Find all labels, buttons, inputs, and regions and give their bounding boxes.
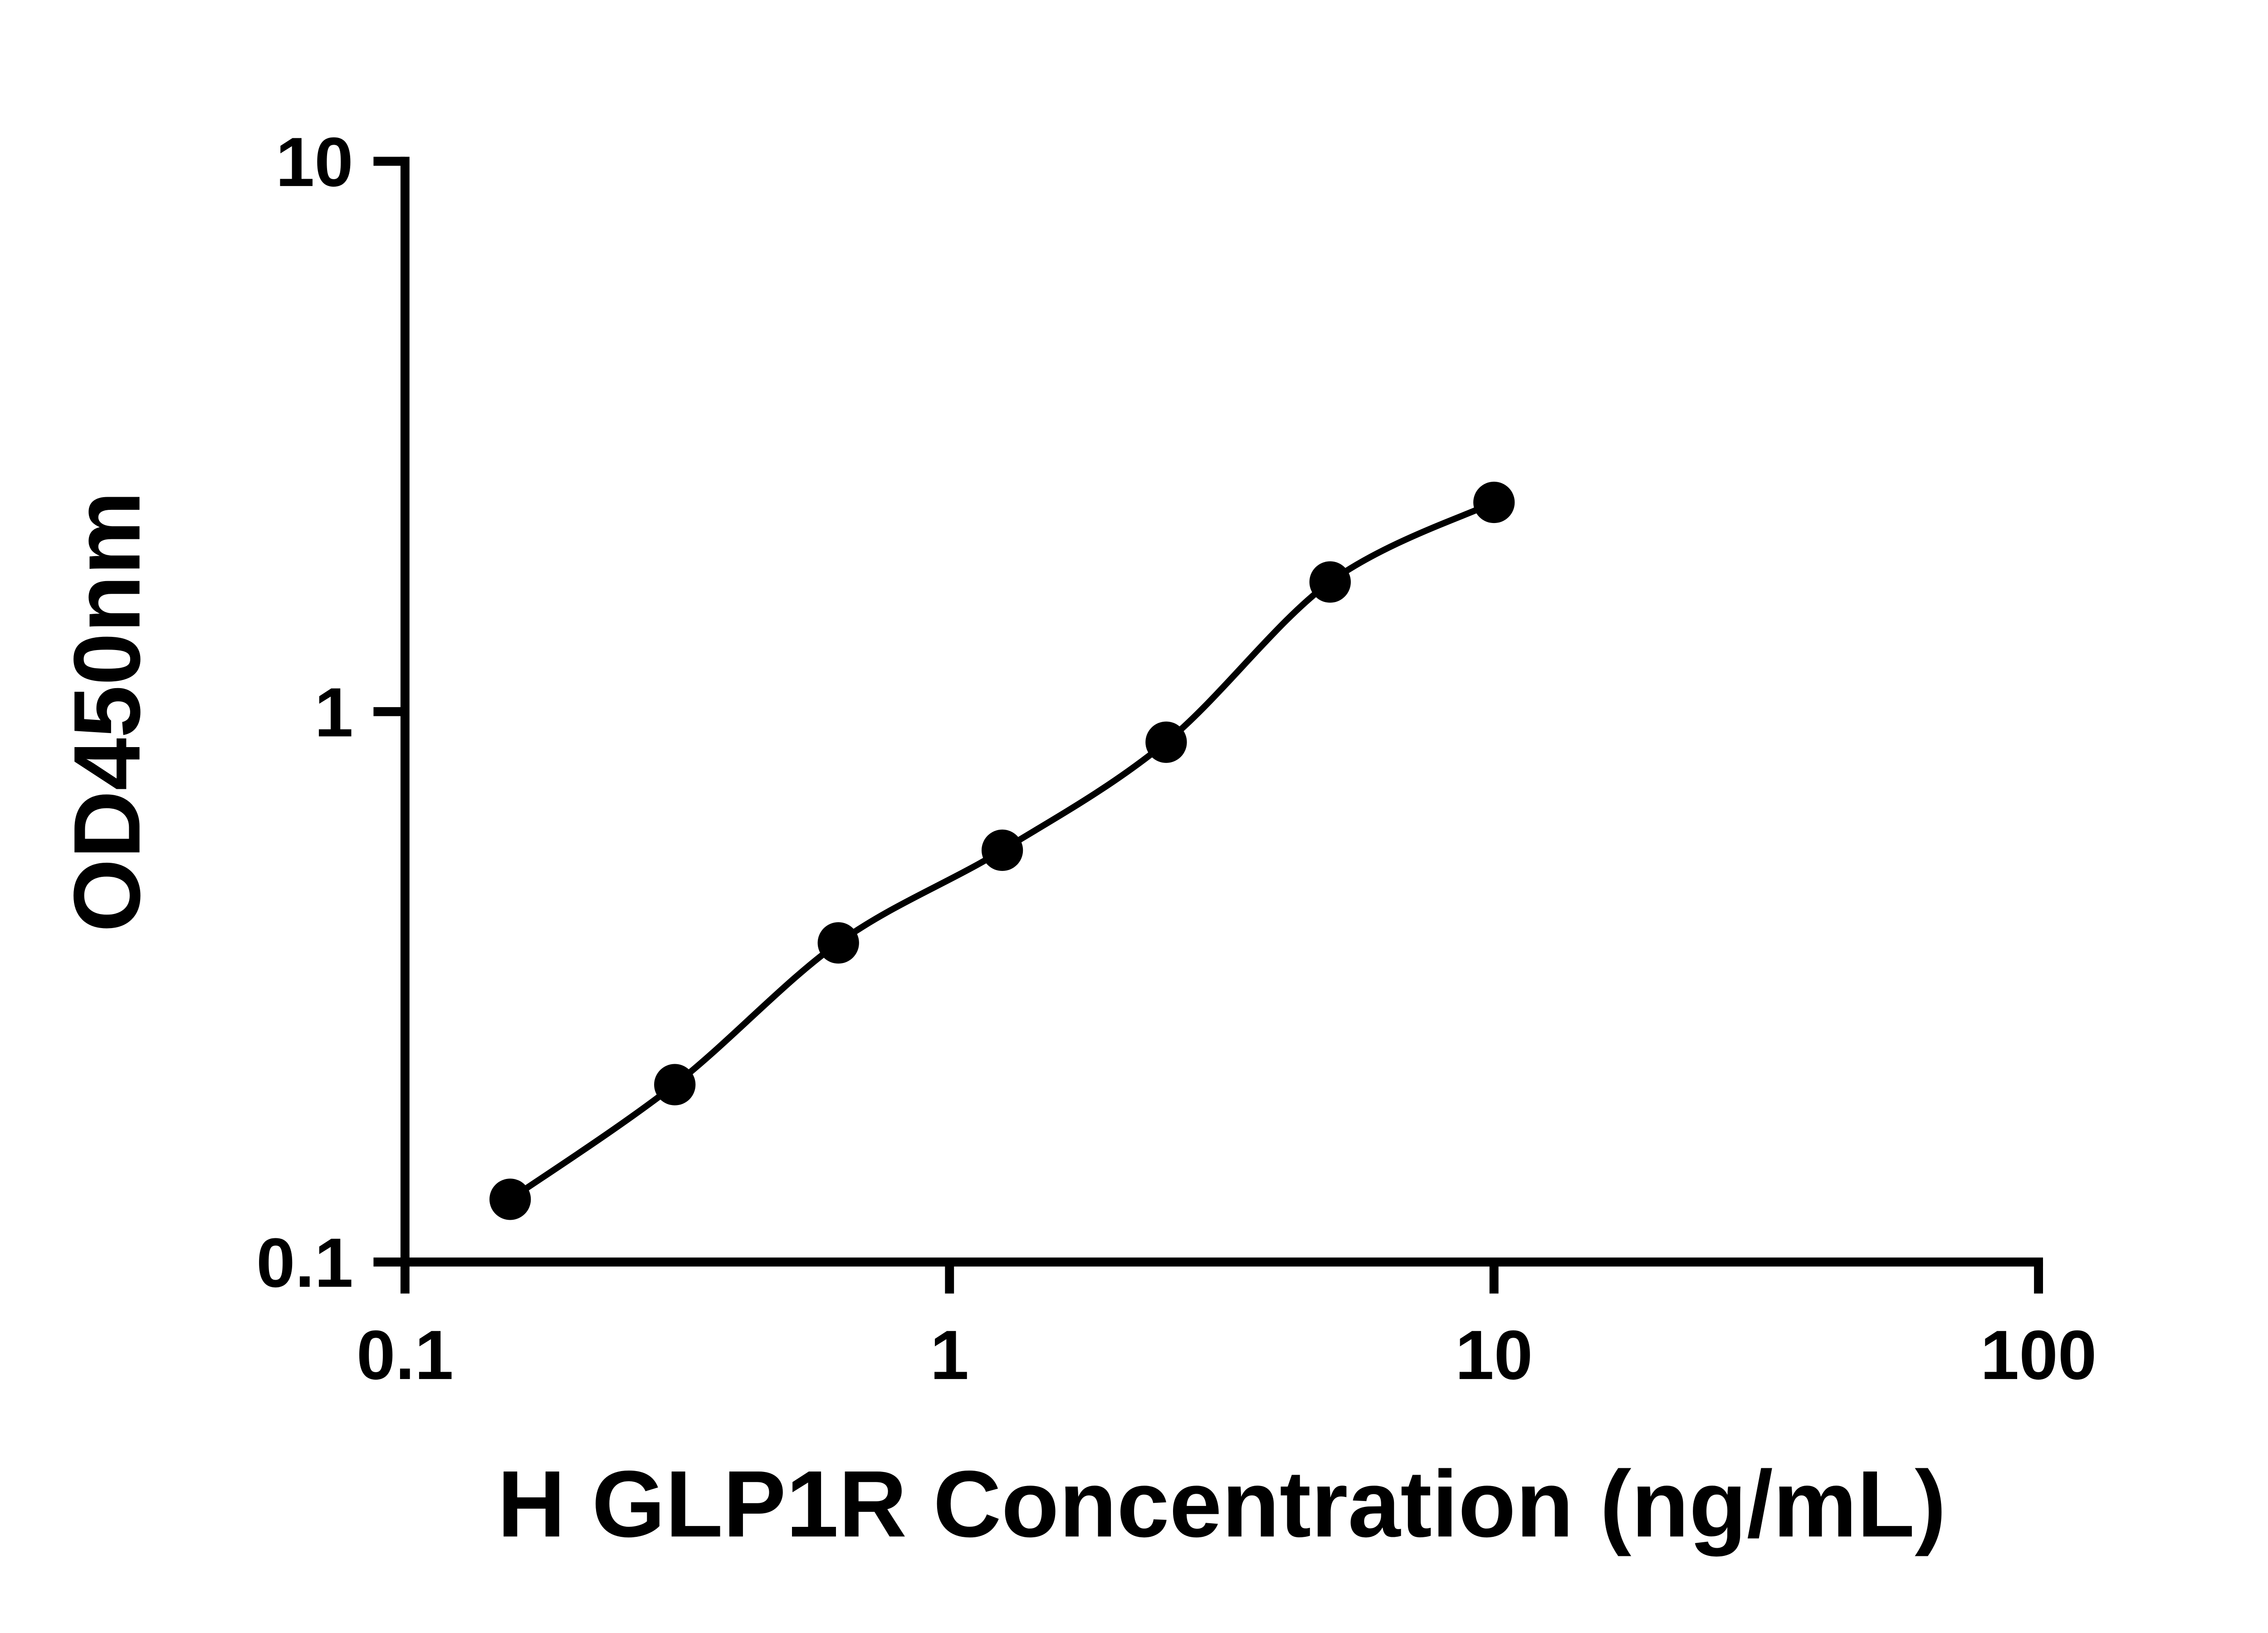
- x-tick-label: 1: [930, 1316, 969, 1394]
- y-tick-label: 0.1: [256, 1224, 353, 1302]
- y-axis-title: OD450nm: [54, 491, 160, 933]
- data-point: [1473, 481, 1515, 523]
- plot-layer: 0.1 1 10 100 0.1 1 10: [256, 123, 2097, 1394]
- x-tick-label: 10: [1455, 1316, 1533, 1394]
- x-tick-label: 100: [1980, 1316, 2097, 1394]
- data-point: [981, 829, 1023, 871]
- data-point: [489, 1178, 531, 1220]
- data-point: [654, 1064, 696, 1105]
- data-point: [1309, 561, 1351, 603]
- x-axis-title: H GLP1R Concentration (ng/mL): [497, 1451, 1946, 1557]
- data-point: [817, 922, 859, 964]
- y-tick-label: 1: [314, 673, 353, 751]
- axes-lines: [400, 156, 2043, 1267]
- y-tick-label: 10: [276, 123, 353, 201]
- data-point: [1145, 721, 1187, 763]
- x-tick-label: 0.1: [357, 1316, 454, 1394]
